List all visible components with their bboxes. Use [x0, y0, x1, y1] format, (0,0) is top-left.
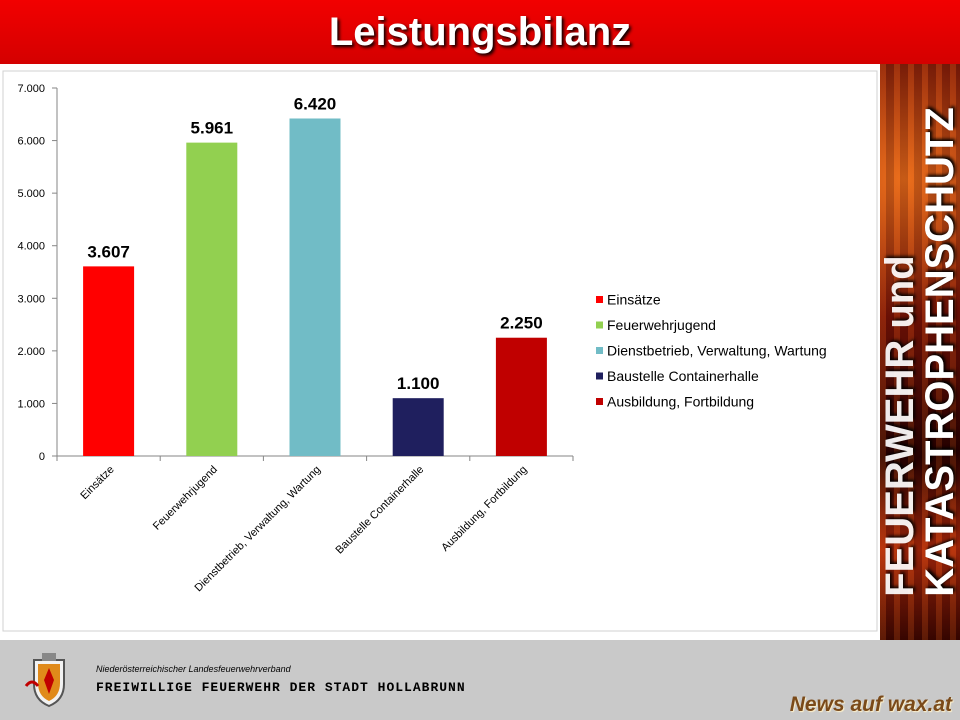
data-label: 5.961: [191, 119, 234, 138]
bar: [186, 142, 238, 456]
y-tick-label: 5.000: [17, 188, 45, 200]
y-tick-label: 2.000: [17, 346, 45, 358]
data-label: 6.420: [294, 94, 337, 113]
fire-brigade-crest-icon: [24, 653, 65, 708]
data-label: 3.607: [87, 242, 130, 261]
side-banner-text: FEUERWEHR und KATASTROPHENSCHUTZ: [880, 107, 960, 597]
data-label: 1.100: [397, 374, 440, 393]
bar-chart: 0 1.000 2.000 3.000 4.000 5.000 6.000 7.000 3.6…: [0, 64, 880, 640]
legend-label: Feuerwehrjugend: [607, 317, 716, 333]
page-title: Leistungsbilanz: [328, 10, 632, 54]
bar: [83, 266, 135, 456]
legend-swatch: [596, 372, 603, 380]
y-tick-label: 3.000: [17, 293, 45, 305]
legend-label: Einsätze: [607, 292, 661, 308]
legend-swatch: [596, 398, 603, 405]
y-tick-label: 4.000: [17, 241, 45, 253]
title-bar: [0, 0, 960, 64]
legend-swatch: [596, 347, 603, 354]
data-label: 2.250: [500, 314, 543, 333]
side-banner-line1: FEUERWEHR und: [880, 255, 922, 597]
y-tick-label: 1.000: [17, 398, 45, 410]
legend-swatch: [596, 321, 603, 329]
footer-org-small: Niederösterreichischer Landesfeuerwehrve…: [96, 664, 291, 674]
legend-swatch: [596, 296, 603, 303]
y-tick-label: 0: [39, 451, 45, 463]
y-tick-label: 6.000: [17, 136, 45, 148]
bar: [392, 398, 444, 456]
chart-border: [2, 70, 878, 632]
y-tick-label: 7.000: [17, 83, 45, 95]
bar: [495, 337, 547, 456]
side-banner-line2: KATASTROPHENSCHUTZ: [918, 107, 960, 597]
bar: [289, 118, 341, 456]
footer: [0, 640, 960, 720]
legend-label: Baustelle Containerhalle: [607, 368, 759, 384]
side-banner-image: FEUERWEHR und KATASTROPHENSCHUTZ: [880, 64, 960, 640]
watermark-text: News auf wax.at: [789, 693, 952, 716]
footer-org-name: FREIWILLIGE FEUERWEHR DER STADT HOLLABRU…: [96, 680, 466, 695]
legend-label: Dienstbetrieb, Verwaltung, Wartung: [607, 343, 827, 359]
legend-label: Ausbildung, Fortbildung: [607, 394, 754, 410]
